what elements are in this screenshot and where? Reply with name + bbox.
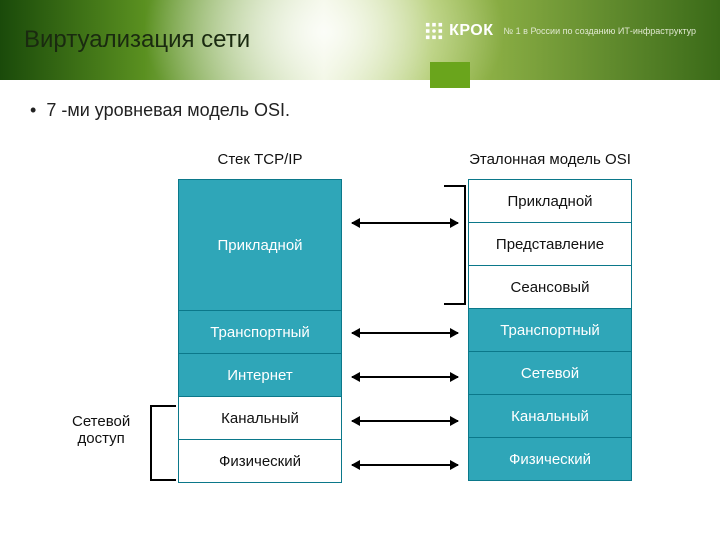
- osi-layer: Транспортный: [468, 308, 632, 352]
- page-title: Виртуализация сети: [0, 26, 250, 54]
- tcpip-layer: Прикладной: [178, 179, 342, 311]
- subtitle: • 7 -ми уровневая модель OSI.: [0, 80, 720, 139]
- mapping-arrow: [352, 464, 458, 466]
- brand-name: КРОК: [449, 22, 493, 40]
- mapping-arrow: [352, 222, 458, 224]
- tcpip-layer: Транспортный: [178, 310, 342, 354]
- right-bracket: [444, 185, 466, 305]
- bullet: •: [30, 100, 36, 120]
- mapping-arrow: [352, 332, 458, 334]
- osi-layer: Канальный: [468, 394, 632, 438]
- tcpip-layer: Физический: [178, 439, 342, 483]
- left-column-header: Стек TCP/IP: [178, 151, 342, 168]
- osi-layer: Представление: [468, 222, 632, 266]
- tcpip-layer: Канальный: [178, 396, 342, 440]
- osi-stack: ПрикладнойПредставлениеСеансовыйТранспор…: [468, 179, 632, 481]
- side-label-line: Сетевой: [72, 413, 130, 430]
- osi-layer: Сеансовый: [468, 265, 632, 309]
- network-access-label: Сетевойдоступ: [72, 413, 130, 447]
- left-bracket: [150, 405, 176, 481]
- brand-sub: № 1 в России по созданию ИТ-инфраструкту…: [504, 26, 697, 36]
- side-label-line: доступ: [72, 430, 130, 447]
- brand-logo-icon: [425, 22, 443, 40]
- mapping-arrow: [352, 420, 458, 422]
- right-column-header: Эталонная модель OSI: [468, 151, 632, 168]
- osi-layer: Прикладной: [468, 179, 632, 223]
- subtitle-text: 7 -ми уровневая модель OSI.: [46, 100, 290, 120]
- tcpip-layer: Интернет: [178, 353, 342, 397]
- osi-diagram: Стек TCP/IP Эталонная модель OSI Прикладно…: [0, 139, 720, 539]
- tcpip-stack: ПрикладнойТранспортныйИнтернетКанальныйФ…: [178, 179, 342, 483]
- brand-block: КРОК № 1 в России по созданию ИТ-инфраст…: [425, 22, 696, 40]
- accent-square: [430, 62, 470, 88]
- banner: Виртуализация сети КРОК № 1 в России по …: [0, 0, 720, 80]
- osi-layer: Сетевой: [468, 351, 632, 395]
- osi-layer: Физический: [468, 437, 632, 481]
- mapping-arrow: [352, 376, 458, 378]
